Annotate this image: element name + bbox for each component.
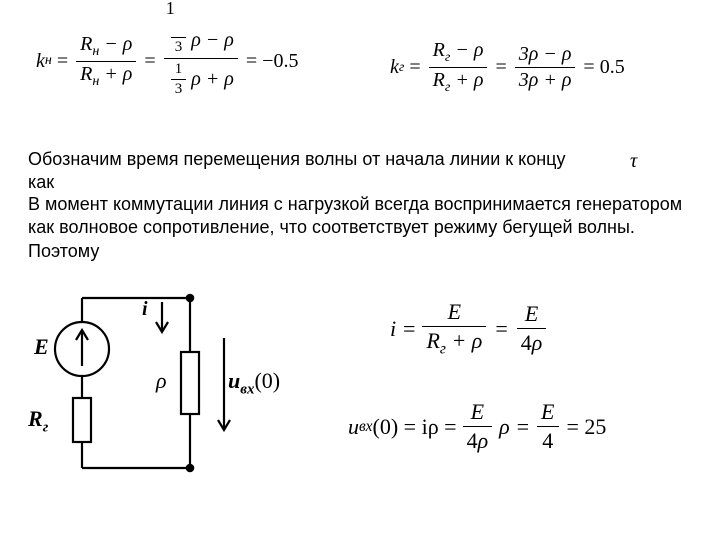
one-top: 1: [166, 0, 175, 19]
frac-rn: Rн − ρ Rн + ρ: [76, 32, 136, 91]
label-Rg: Rг: [28, 406, 48, 436]
sub-n: н: [45, 53, 52, 69]
frac-e-over-rgp: E Rг + ρ: [422, 298, 486, 359]
frac-e4rho: E 4ρ: [463, 398, 493, 455]
label-i: i: [142, 298, 148, 321]
text-designate: Обозначим время перемещения волны от нач…: [28, 148, 588, 195]
equation-uvx: uвх(0) = iρ = E 4ρ ρ = E 4 = 25: [348, 398, 606, 455]
var-kg: k: [390, 56, 399, 79]
sub-g: г: [399, 60, 404, 76]
equals: =: [144, 50, 155, 73]
lhs-i: i =: [390, 316, 416, 342]
circuit-diagram: E Rг i ρ uвх(0): [32, 280, 262, 500]
var-kn: k: [36, 50, 45, 73]
frac-rg: Rг − ρ Rг + ρ: [429, 38, 488, 97]
equation-kn: kн = Rн − ρ Rн + ρ = 1 3 ρ − ρ 13 ρ + ρ …: [36, 22, 298, 100]
text-commutation: В момент коммутации линия с нагрузкой вс…: [28, 193, 698, 263]
equation-kg: kг = Rг − ρ Rг + ρ = 3ρ − ρ 3ρ + ρ = 0.5: [390, 38, 625, 97]
var-u: u: [348, 414, 359, 440]
frac-e4: E 4: [537, 398, 558, 455]
equals: =: [57, 50, 68, 73]
symbol-tau: τ: [630, 148, 637, 174]
label-E: E: [34, 334, 49, 360]
label-rho: ρ: [156, 368, 167, 394]
label-uvx: uвх(0): [228, 368, 280, 398]
frac-e-over-4rho: E 4ρ: [517, 300, 547, 357]
result-kg: = 0.5: [583, 56, 624, 79]
frac-thirds: 1 3 ρ − ρ 13 ρ + ρ: [164, 22, 238, 100]
frac-3rho: 3ρ − ρ 3ρ + ρ: [515, 42, 576, 93]
result-kn: = −0.5: [246, 50, 299, 73]
equation-i: i = E Rг + ρ = E 4ρ: [390, 298, 549, 359]
